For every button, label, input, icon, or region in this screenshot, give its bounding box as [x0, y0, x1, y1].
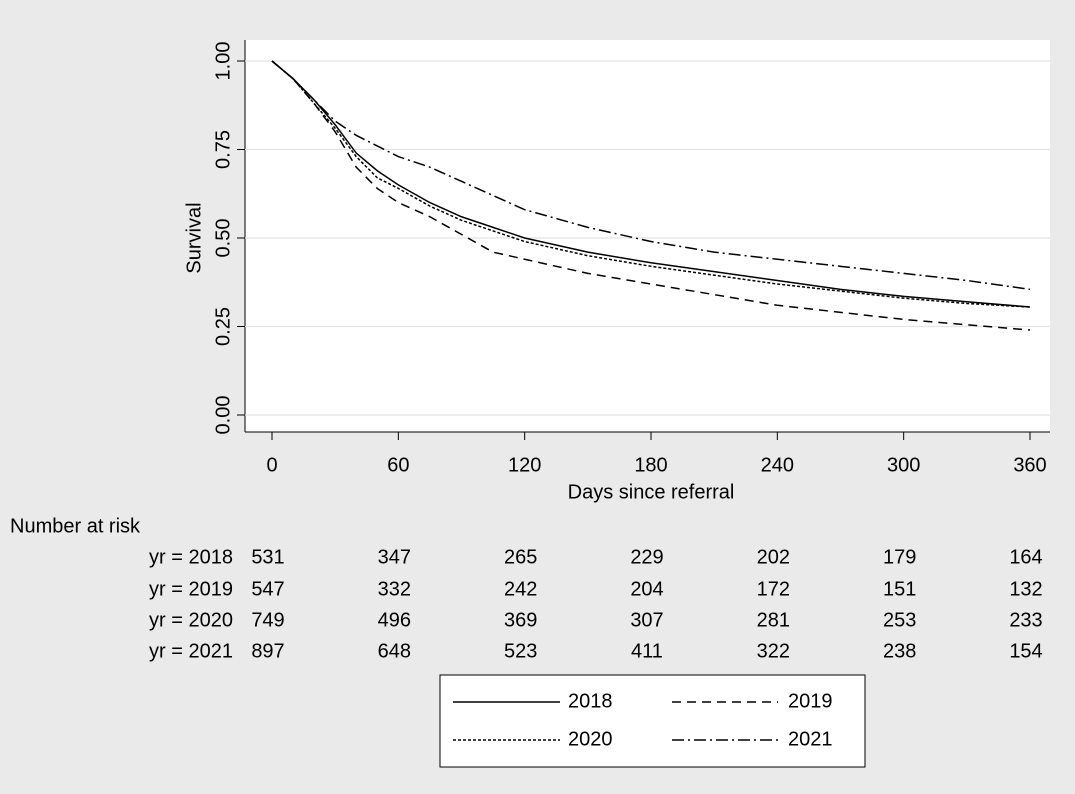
risk-value: 411 [631, 640, 663, 662]
legend-label: 2020 [568, 728, 613, 750]
legend-label: 2019 [788, 690, 833, 712]
x-tick-label: 120 [508, 454, 541, 476]
x-tick-label: 0 [266, 454, 277, 476]
risk-value: 265 [504, 546, 537, 568]
y-tick-label: 0.50 [212, 219, 234, 258]
survival-curve [271, 60, 1031, 308]
survival-curve [271, 60, 1031, 308]
risk-value: 531 [251, 546, 284, 568]
risk-value: 233 [1009, 609, 1042, 631]
legend-label: 2018 [568, 690, 613, 712]
risk-value: 496 [378, 609, 411, 631]
x-tick-label: 240 [761, 454, 794, 476]
risk-value: 242 [504, 578, 537, 600]
risk-value: 332 [378, 578, 411, 600]
risk-row-label: yr = 2020 [149, 609, 233, 631]
risk-row-label: yr = 2018 [149, 546, 233, 568]
survival-curve [271, 60, 1031, 291]
risk-value: 238 [883, 640, 916, 662]
risk-value: 202 [757, 546, 790, 568]
x-tick-label: 60 [387, 454, 409, 476]
x-tick-label: 180 [634, 454, 667, 476]
x-tick-label: 360 [1013, 454, 1046, 476]
risk-table-title: Number at risk [10, 515, 141, 537]
risk-value: 307 [630, 609, 663, 631]
legend [439, 674, 866, 768]
risk-value: 229 [630, 546, 663, 568]
y-axis-label: Survival [183, 202, 205, 273]
risk-value: 164 [1009, 546, 1042, 568]
x-axis-label: Days since referral [568, 481, 735, 503]
risk-value: 204 [630, 578, 663, 600]
risk-value: 648 [378, 640, 411, 662]
risk-value: 347 [378, 546, 411, 568]
risk-value: 132 [1009, 578, 1042, 600]
survival-curve [271, 60, 1031, 331]
risk-value: 172 [757, 578, 790, 600]
x-tick-label: 300 [887, 454, 920, 476]
risk-value: 523 [504, 640, 537, 662]
risk-row-label: yr = 2021 [149, 640, 233, 662]
risk-value: 154 [1009, 640, 1042, 662]
y-tick-label: 1.00 [212, 42, 234, 81]
plot-area [245, 40, 1050, 432]
risk-value: 897 [251, 640, 284, 662]
risk-value: 281 [757, 609, 790, 631]
legend-label: 2021 [788, 728, 833, 750]
risk-value: 322 [757, 640, 790, 662]
y-tick-label: 0.00 [212, 396, 234, 435]
risk-value: 253 [883, 609, 916, 631]
risk-row-label: yr = 2019 [149, 578, 233, 600]
risk-value: 151 [883, 578, 916, 600]
y-tick-label: 0.25 [212, 307, 234, 346]
risk-value: 179 [883, 546, 916, 568]
risk-value: 369 [504, 609, 537, 631]
y-tick-label: 0.75 [212, 130, 234, 169]
risk-value: 749 [251, 609, 284, 631]
risk-value: 547 [251, 578, 284, 600]
